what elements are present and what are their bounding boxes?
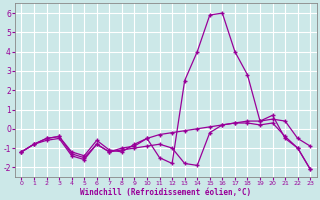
X-axis label: Windchill (Refroidissement éolien,°C): Windchill (Refroidissement éolien,°C) — [80, 188, 252, 197]
